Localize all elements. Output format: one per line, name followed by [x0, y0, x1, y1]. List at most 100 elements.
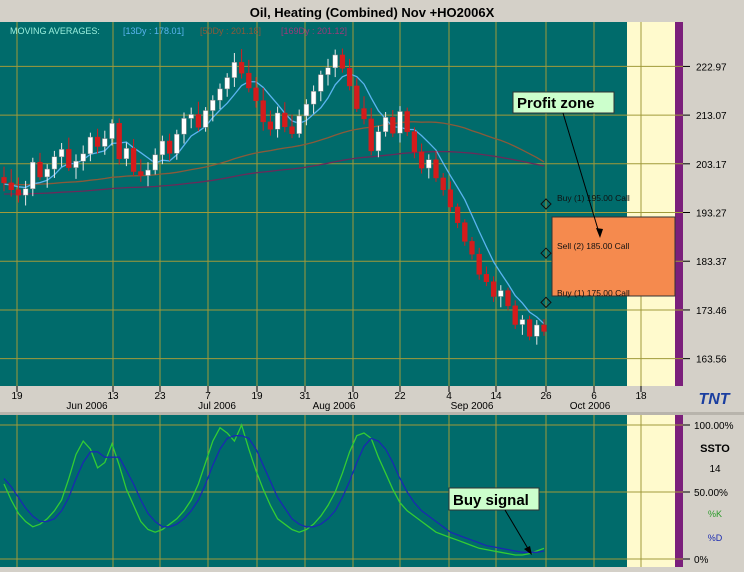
candle — [22, 180, 29, 206]
candle — [58, 143, 65, 167]
candle — [30, 157, 36, 197]
leg-diamond-marker — [540, 247, 552, 259]
price-tick-label: 222.97 — [696, 62, 727, 73]
candle — [541, 319, 547, 336]
candle — [469, 236, 475, 260]
price-tick-label: 193.27 — [696, 209, 727, 220]
tnt-logo: TNT — [698, 391, 730, 408]
date-month-label: Oct 2006 — [570, 401, 611, 412]
option-leg-markers — [540, 198, 552, 309]
candle — [152, 148, 158, 175]
candle — [289, 114, 295, 139]
future-area — [627, 22, 675, 386]
date-tick-label: 22 — [394, 391, 406, 402]
candle — [260, 87, 266, 131]
candle — [44, 164, 50, 188]
candle — [361, 96, 367, 125]
leg-buy-175: Buy (1) 175.00 Call — [557, 288, 630, 298]
candle — [303, 99, 310, 126]
candle — [8, 169, 14, 197]
candle — [1, 166, 7, 192]
candle — [181, 112, 187, 144]
price-tick-label: 173.46 — [696, 306, 727, 317]
stoch-d-label: %D — [708, 533, 723, 543]
ma50-line — [3, 121, 545, 186]
candle — [476, 247, 482, 280]
date-tick-label: 23 — [154, 391, 166, 402]
candle — [490, 276, 497, 302]
leg-diamond-marker — [540, 198, 552, 210]
buy-signal-label-box — [448, 487, 540, 511]
stoch-k-label: %K — [708, 509, 722, 519]
stoch-grid — [0, 415, 683, 567]
candle — [433, 150, 439, 182]
profit-zone-label: Profit zone — [517, 95, 595, 112]
price-tick-label: 213.07 — [696, 111, 727, 122]
candle — [116, 118, 122, 165]
stoch-right-edge-bar — [675, 415, 683, 567]
candle — [15, 177, 22, 203]
price-tick-label: 163.56 — [696, 355, 727, 366]
date-month-label: Jun 2006 — [66, 401, 108, 412]
candle — [195, 101, 202, 132]
buy-signal-label: Buy signal — [453, 492, 529, 509]
date-axis — [0, 386, 683, 412]
candle — [130, 139, 137, 176]
candle — [440, 173, 446, 196]
stoch-name: SSTO — [700, 443, 730, 455]
candle — [534, 320, 540, 345]
candle — [145, 162, 151, 187]
stoch-axis-labels: 100.00% 50.00% 0% — [683, 421, 734, 566]
candle — [246, 59, 252, 93]
logo-area — [683, 386, 744, 412]
stoch-lines — [3, 423, 545, 556]
candle — [483, 266, 490, 287]
candle — [382, 112, 389, 137]
candle — [282, 102, 288, 133]
candle — [375, 125, 382, 158]
candle — [447, 181, 454, 212]
ma13-line — [3, 73, 545, 325]
stoch-future-area — [627, 415, 675, 567]
candle — [426, 154, 432, 179]
candle — [390, 110, 396, 138]
candle — [318, 70, 324, 102]
price-tick-label: 203.17 — [696, 160, 727, 171]
stoch-period: 14 — [709, 464, 721, 475]
candle — [397, 106, 403, 143]
candle — [123, 142, 130, 167]
candle — [231, 52, 238, 87]
ma50-label: [50Dy : 201.18] — [200, 26, 261, 36]
leg-sell-185: Sell (2) 185.00 Call — [557, 241, 629, 251]
candle — [332, 49, 338, 78]
date-month-label: Aug 2006 — [313, 401, 356, 412]
price-panel — [0, 22, 683, 386]
date-month-label: Sep 2006 — [451, 401, 494, 412]
panel-separator — [0, 412, 744, 415]
candle — [368, 108, 374, 156]
date-tick-label: 26 — [540, 391, 552, 402]
candle — [462, 219, 468, 246]
buy-signal-arrowhead — [524, 546, 532, 555]
date-tick-label: 13 — [107, 391, 119, 402]
date-tick-label: 18 — [635, 391, 647, 402]
candle — [87, 132, 94, 162]
candle — [159, 135, 166, 165]
candle — [519, 315, 526, 335]
chart-title: Oil, Heating (Combined) Nov +HO2006X — [250, 5, 495, 20]
profit-zone-arrow — [562, 112, 601, 237]
candle — [354, 78, 360, 113]
ma-header: MOVING AVERAGES: — [10, 26, 100, 36]
candle — [166, 133, 173, 161]
candle — [37, 152, 43, 180]
candle — [80, 145, 86, 171]
candle — [109, 119, 115, 146]
candle — [253, 77, 259, 108]
candle — [138, 159, 144, 182]
date-tick-label: 4 — [446, 391, 452, 402]
candle — [102, 130, 108, 155]
candle — [174, 129, 180, 160]
stoch-k-line — [3, 423, 545, 556]
